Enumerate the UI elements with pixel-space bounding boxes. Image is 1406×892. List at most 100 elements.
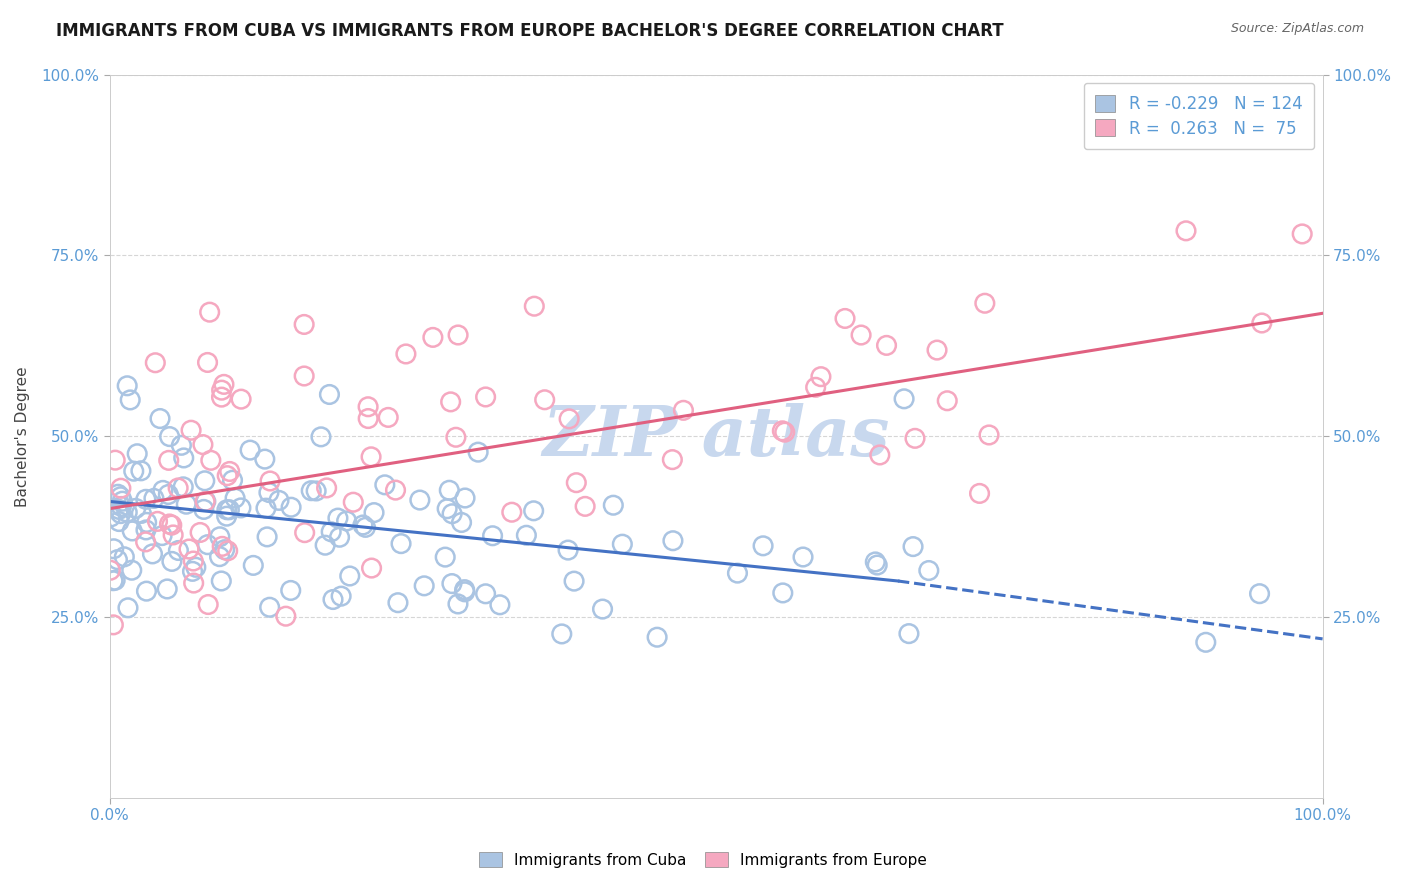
Point	[925, 343, 948, 357]
Point	[197, 598, 219, 612]
Point	[197, 355, 219, 369]
Point	[146, 514, 169, 528]
Point	[197, 538, 219, 552]
Point	[357, 400, 380, 414]
Point	[159, 429, 181, 443]
Point	[436, 501, 458, 516]
Point	[135, 516, 157, 530]
Point	[901, 540, 924, 554]
Point	[447, 597, 470, 611]
Point	[389, 536, 412, 550]
Point	[434, 550, 457, 565]
Point	[294, 525, 316, 540]
Point	[865, 555, 887, 569]
Point	[409, 493, 432, 508]
Point	[645, 630, 668, 644]
Point	[194, 494, 217, 508]
Point	[866, 558, 889, 572]
Point	[467, 445, 489, 459]
Point	[183, 576, 205, 591]
Point	[215, 502, 238, 516]
Point	[217, 544, 239, 558]
Point	[135, 584, 157, 599]
Point	[209, 574, 232, 588]
Point	[259, 600, 281, 615]
Point	[672, 403, 695, 417]
Point	[562, 574, 585, 588]
Point	[322, 592, 344, 607]
Point	[121, 524, 143, 538]
Point	[229, 392, 252, 406]
Point	[159, 516, 181, 531]
Point	[167, 481, 190, 495]
Point	[481, 529, 503, 543]
Point	[501, 505, 523, 519]
Point	[172, 480, 194, 494]
Point	[772, 586, 794, 600]
Point	[453, 582, 475, 597]
Point	[181, 565, 204, 579]
Point	[104, 574, 127, 588]
Point	[357, 411, 380, 425]
Point	[440, 576, 463, 591]
Point	[973, 296, 995, 310]
Point	[612, 537, 634, 551]
Point	[447, 328, 470, 343]
Point	[157, 453, 180, 467]
Point	[558, 412, 581, 426]
Text: Source: ZipAtlas.com: Source: ZipAtlas.com	[1230, 22, 1364, 36]
Point	[135, 492, 157, 507]
Point	[474, 390, 496, 404]
Point	[135, 523, 157, 537]
Point	[489, 598, 512, 612]
Point	[352, 518, 374, 533]
Point	[360, 450, 382, 464]
Point	[104, 453, 127, 467]
Point	[152, 483, 174, 498]
Point	[280, 583, 302, 598]
Point	[770, 424, 793, 438]
Point	[661, 452, 683, 467]
Point	[170, 438, 193, 452]
Point	[377, 410, 399, 425]
Point	[440, 395, 463, 409]
Point	[211, 540, 233, 554]
Point	[305, 483, 328, 498]
Point	[110, 507, 132, 521]
Point	[342, 495, 364, 509]
Point	[120, 392, 142, 407]
Text: IMMIGRANTS FROM CUBA VS IMMIGRANTS FROM EUROPE BACHELOR'S DEGREE CORRELATION CHA: IMMIGRANTS FROM CUBA VS IMMIGRANTS FROM …	[56, 22, 1004, 40]
Point	[326, 511, 349, 525]
Point	[849, 328, 872, 343]
Point	[523, 299, 546, 313]
Point	[181, 554, 204, 568]
Point	[211, 383, 233, 397]
Point	[810, 369, 832, 384]
Point	[515, 528, 537, 542]
Point	[127, 447, 149, 461]
Point	[184, 560, 207, 574]
Point	[752, 539, 775, 553]
Point	[267, 493, 290, 508]
Point	[180, 423, 202, 437]
Point	[792, 549, 814, 564]
Point	[893, 392, 915, 406]
Point	[214, 542, 236, 557]
Point	[157, 487, 180, 501]
Point	[111, 494, 134, 508]
Point	[100, 510, 122, 524]
Point	[218, 465, 240, 479]
Point	[162, 528, 184, 542]
Point	[384, 483, 406, 497]
Point	[1175, 224, 1198, 238]
Point	[523, 504, 546, 518]
Point	[242, 558, 264, 573]
Point	[773, 425, 796, 439]
Point	[280, 500, 302, 515]
Point	[339, 569, 361, 583]
Point	[557, 543, 579, 558]
Point	[565, 475, 588, 490]
Point	[221, 473, 243, 487]
Point	[198, 305, 221, 319]
Point	[122, 464, 145, 478]
